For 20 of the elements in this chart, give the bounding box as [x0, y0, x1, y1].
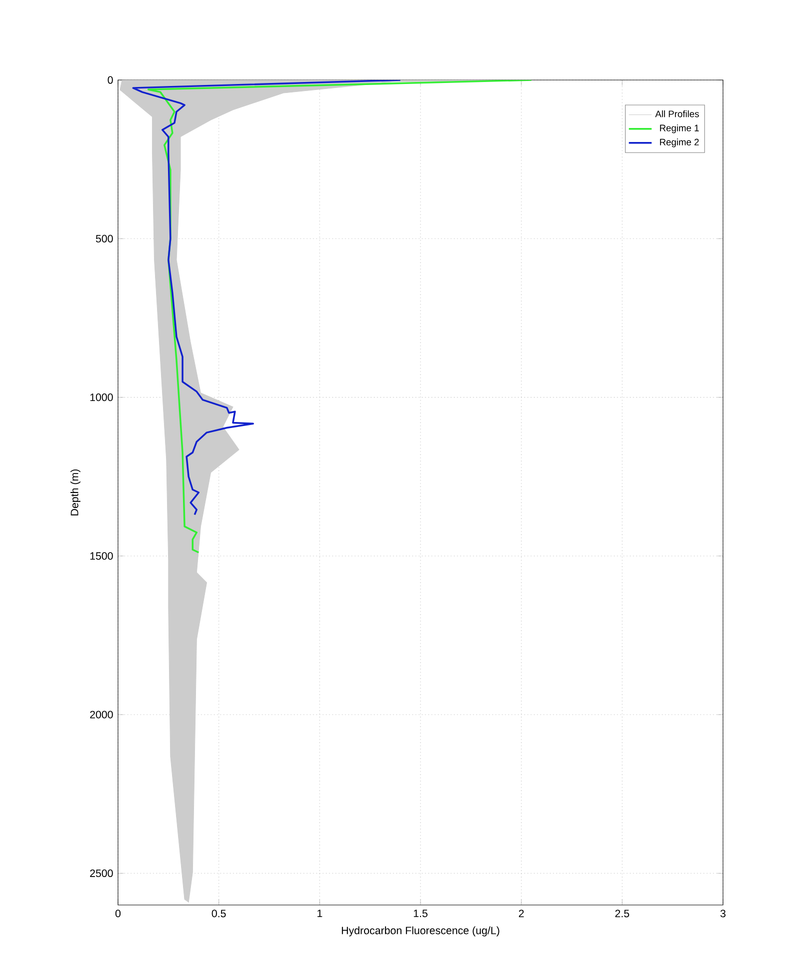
legend-label: Regime 2 [660, 138, 699, 148]
x-tick-label: 2 [518, 910, 524, 918]
x-tick-label: 1 [318, 910, 322, 918]
x-tick-label: 1.5 [414, 910, 428, 918]
y-tick-label: 2000 [90, 710, 113, 718]
y-axis-title: Depth (m) [70, 469, 80, 516]
y-tick-label: 500 [96, 234, 113, 242]
y-tick-label: 2500 [90, 870, 113, 878]
x-tick-label: 0 [115, 910, 121, 918]
legend-label: Regime 1 [660, 124, 699, 134]
x-tick-label: 0.5 [212, 910, 226, 918]
y-tick-label: 0 [108, 76, 113, 84]
x-tick-label: 2.5 [615, 910, 630, 918]
line-series [132, 80, 402, 516]
line-series [147, 80, 532, 554]
y-tick-label: 1500 [90, 552, 113, 560]
y-tick-label: 1000 [90, 394, 113, 402]
legend-label: All Profiles [655, 110, 699, 118]
x-tick-label: 3 [720, 910, 726, 918]
x-axis-title: Hydrocarbon Fluorescence (ug/L) [342, 926, 500, 936]
